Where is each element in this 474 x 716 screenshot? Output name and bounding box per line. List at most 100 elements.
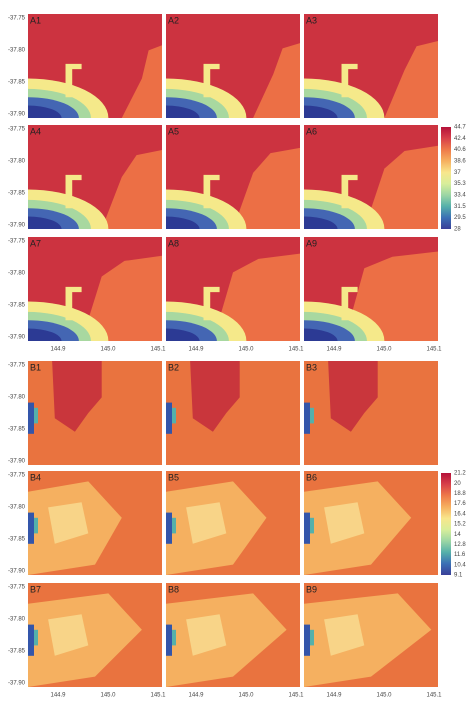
map-region [304,216,338,229]
map-region [304,328,338,341]
map-panel [304,471,438,575]
x-tick-label: 145.0 [100,693,116,699]
y-tick-label: -37.85 [8,303,26,309]
map-region [310,517,314,534]
x-tick-label: 145.1 [288,693,304,699]
map-region [166,512,172,544]
map-region [65,286,82,321]
map-region [28,328,62,341]
colorbar-label: 37 [454,170,461,176]
map-region [166,105,200,118]
y-tick-label: -37.90 [8,112,26,118]
map-region [341,286,358,321]
map-region [101,149,162,229]
colorbar-label: 10.4 [454,562,466,568]
map-region [48,502,89,544]
map-region [166,593,287,687]
map-region [28,624,34,656]
map-region [52,361,102,432]
y-tick-label: -37.75 [8,585,26,591]
panel-label: B7 [30,584,41,594]
panel-label: A1 [30,15,41,25]
y-tick-label: -37.90 [8,569,26,575]
map-region [34,517,38,534]
y-tick-label: -37.85 [8,80,26,86]
map-region [203,63,220,98]
panel-label: B6 [306,472,317,482]
y-tick-label: -37.75 [8,16,26,22]
panel-label: B2 [168,362,179,372]
panel-label: B3 [306,362,317,372]
map-region [253,43,300,118]
y-tick-label: -37.90 [8,223,26,229]
y-tick-label: -37.80 [8,48,26,54]
map-panel [166,125,300,229]
map-region [324,502,365,544]
y-tick-label: -37.80 [8,505,26,511]
map-panel [166,14,300,118]
panel-label: A2 [168,15,179,25]
colorbar-label: 40.6 [454,147,466,153]
panel-label: A4 [30,126,41,136]
y-tick-label: -37.90 [8,459,26,465]
map-region [81,255,162,341]
map-panel [28,125,162,229]
colorbar [441,127,451,229]
map-region [304,593,432,687]
panel-label: B5 [168,472,179,482]
map-region [28,512,34,544]
colorbar-label: 29.5 [454,215,466,221]
map-region [166,328,200,341]
map-panel [304,361,438,465]
x-tick-label: 144.9 [50,693,66,699]
map-region [324,614,365,656]
colorbar-label: 11.6 [454,552,466,558]
map-region [304,624,310,656]
y-tick-label: -37.80 [8,395,26,401]
y-tick-label: -37.90 [8,681,26,687]
panel-label: B8 [168,584,179,594]
map-region [34,407,38,424]
colorbar-label: 35.3 [454,181,466,187]
map-region [304,512,310,544]
x-tick-label: 144.9 [326,693,342,699]
map-panel [28,583,162,687]
map-region [304,105,338,118]
x-tick-label: 144.9 [188,693,204,699]
colorbar-label: 44.7 [454,125,466,131]
y-tick-label: -37.85 [8,649,26,655]
x-tick-label: 145.0 [376,347,392,353]
y-tick-label: -37.75 [8,473,26,479]
map-panel [28,471,162,575]
colorbar-label: 33.4 [454,193,466,199]
colorbar-label: 42.4 [454,136,466,142]
map-region [186,614,227,656]
map-region [310,629,314,646]
x-tick-label: 145.1 [150,693,166,699]
map-panel [304,125,438,229]
colorbar-label: 9.1 [454,573,463,579]
map-region [28,105,62,118]
map-region [28,402,34,434]
map-panel [166,471,300,575]
colorbar-label: 14 [454,532,461,538]
x-tick-label: 145.0 [100,347,116,353]
map-region [304,402,310,434]
colorbar-label: 21.2 [454,471,466,477]
colorbar-label: 28 [454,227,461,233]
colorbar-label: 20 [454,481,461,487]
colorbar-label: 15.2 [454,522,466,528]
map-region [65,63,82,98]
y-tick-label: -37.85 [8,427,26,433]
x-tick-label: 145.1 [288,347,304,353]
colorbar-label: 18.8 [454,491,466,497]
map-region [212,253,300,341]
map-panel [304,237,438,341]
map-region [121,45,162,118]
x-tick-label: 145.1 [426,347,442,353]
map-region [172,517,176,534]
panel-label: A3 [306,15,317,25]
map-region [328,361,378,432]
